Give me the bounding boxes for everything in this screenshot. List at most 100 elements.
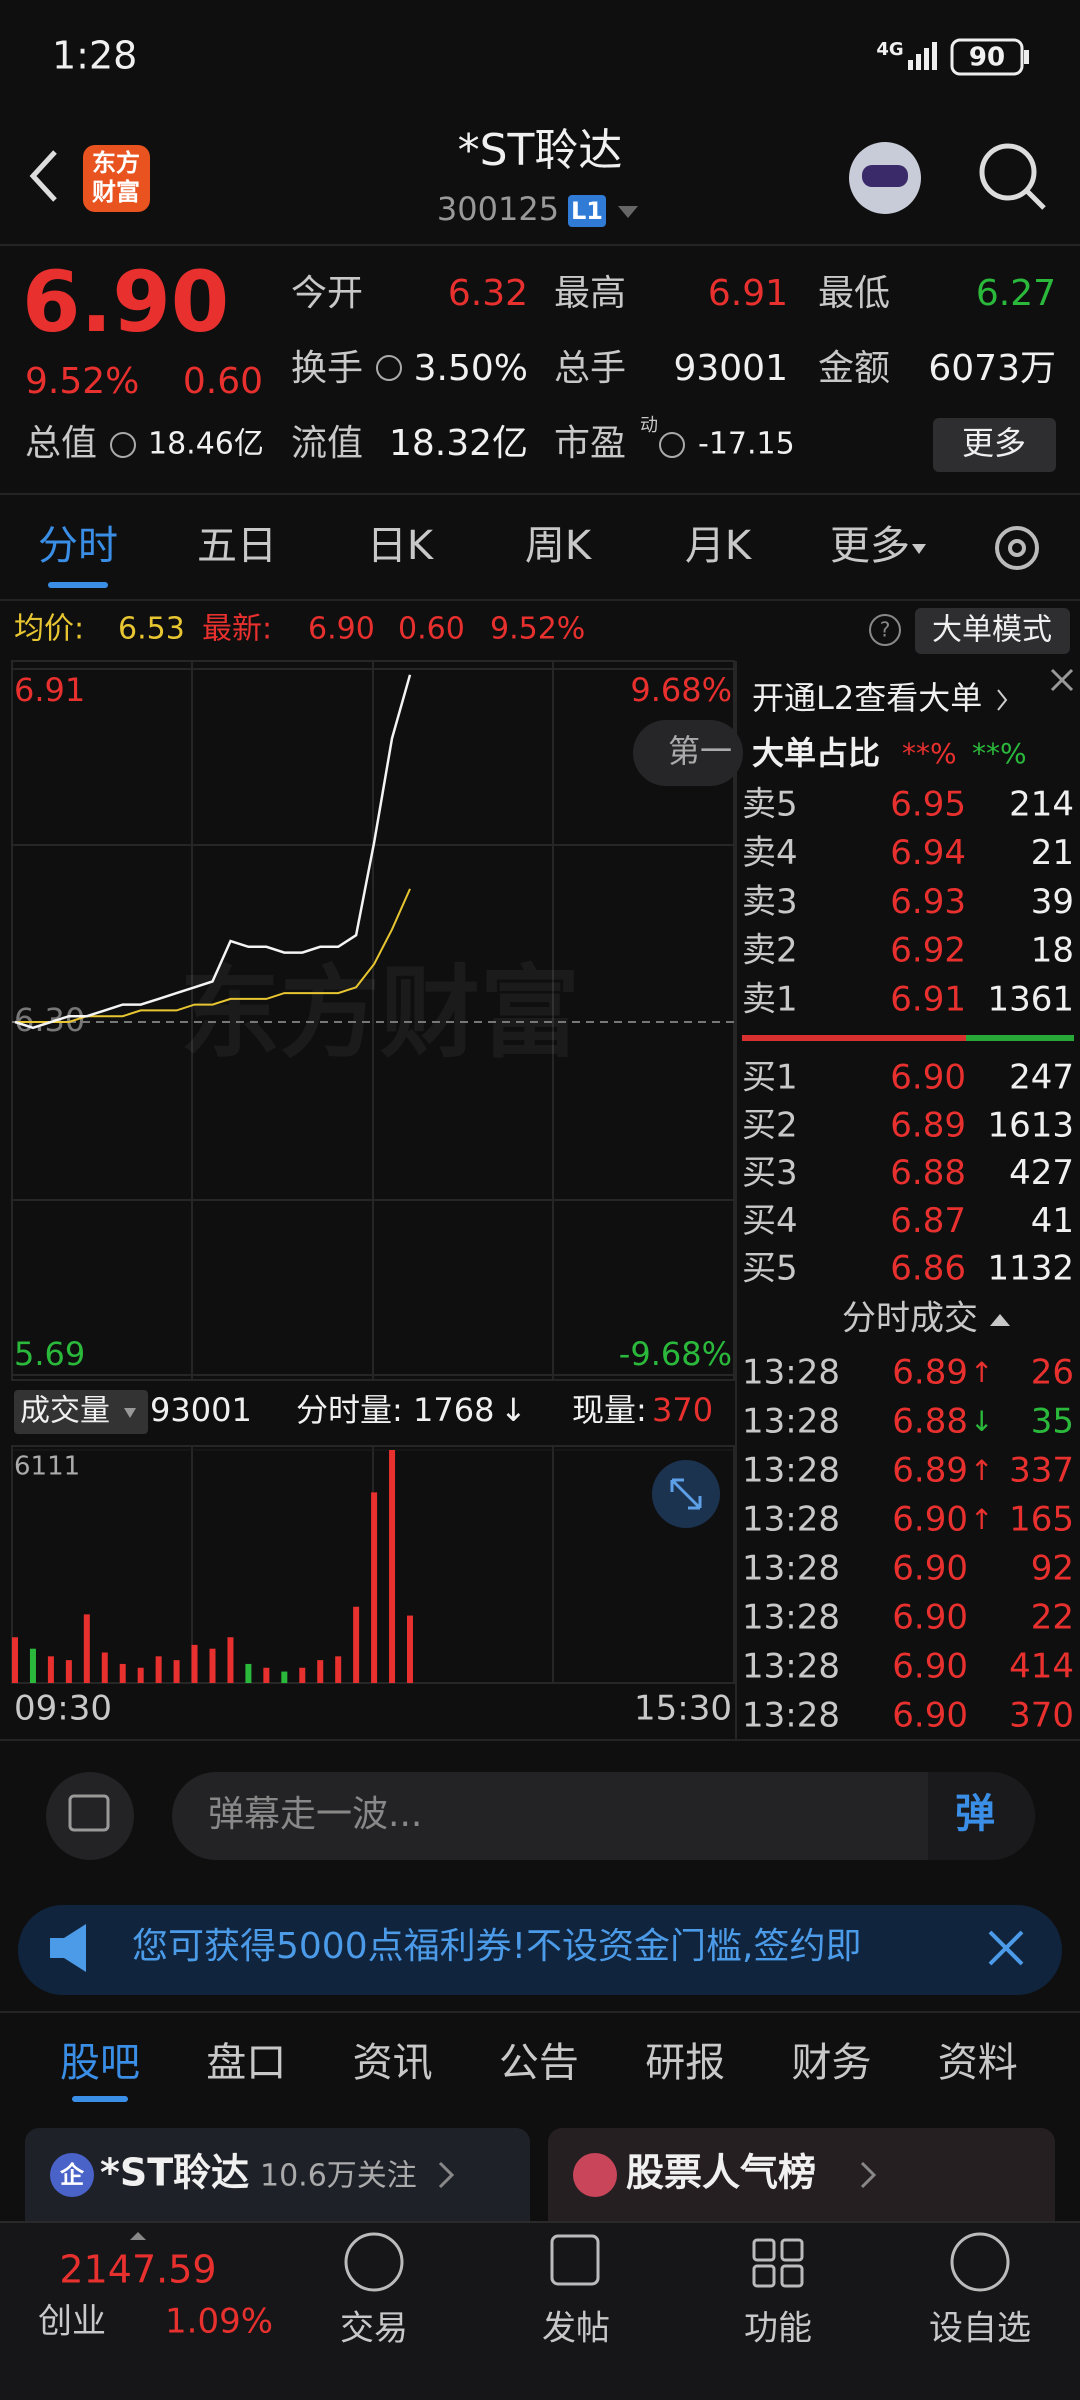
volume-bar [281, 1671, 288, 1683]
chevron [997, 689, 1008, 711]
card[interactable] [25, 2128, 530, 2238]
trade-time: 13:28 [742, 1500, 840, 1540]
banner[interactable] [18, 1905, 1062, 1995]
subtab[interactable]: 研报 [645, 2040, 725, 2086]
subtab[interactable]: 资讯 [353, 2040, 433, 2086]
status-time: 1:28 [52, 34, 137, 78]
volume-bar [83, 1614, 90, 1683]
bottom-nav [0, 2222, 1080, 2400]
book-label: 卖4 [742, 833, 798, 873]
trade-time: 13:28 [742, 1402, 840, 1442]
volume-bar [101, 1652, 108, 1683]
tab[interactable]: 日K [367, 523, 435, 569]
subtab[interactable]: 盘口 [206, 2040, 286, 2086]
more-button[interactable] [933, 418, 1056, 472]
popup[interactable] [633, 720, 743, 786]
volume-bar [191, 1644, 198, 1683]
comment-icon[interactable] [46, 1772, 134, 1860]
trade-price: 6.90 [892, 1696, 968, 1736]
battery-level: 90 [969, 43, 1005, 73]
volume-bar [371, 1492, 378, 1683]
ask-bar [742, 1035, 966, 1041]
back-button[interactable] [29, 150, 57, 202]
trade-price: 6.88 [892, 1402, 968, 1442]
danmaku-button[interactable]: 弹 [955, 1791, 995, 1837]
big-order-button[interactable] [915, 608, 1070, 654]
card[interactable] [548, 2128, 1055, 2238]
danmaku-input[interactable] [172, 1772, 1035, 1860]
card-sub: 10.6万关注 [260, 2159, 417, 2194]
subtab[interactable]: 公告 [499, 2040, 579, 2086]
more-button[interactable]: 更多 [962, 424, 1026, 462]
trade-icon[interactable] [344, 2232, 404, 2292]
quote-label: 最低 [818, 273, 890, 314]
danmaku-placeholder[interactable]: 弹幕走一波... [208, 1794, 422, 1835]
help-mark: ? [880, 618, 891, 642]
minute-arrow: ↓ [500, 1391, 527, 1429]
mode-button[interactable]: 大单模式 [932, 613, 1052, 648]
watchlist-icon[interactable] [950, 2232, 1010, 2292]
tab[interactable]: 周K [525, 523, 593, 569]
quote-label: 最高 [554, 273, 626, 314]
caret [990, 1314, 1010, 1326]
book-price: 6.90 [890, 1058, 966, 1098]
tab[interactable]: 更多 [830, 523, 910, 569]
minute-label: 分时量: [296, 1391, 403, 1429]
search-handle [1025, 189, 1046, 210]
book-volume: 41 [1031, 1201, 1074, 1241]
megaphone [50, 1924, 86, 1972]
function-icon[interactable] [752, 2238, 804, 2288]
info-icon[interactable] [110, 432, 136, 458]
minute: 1768 [413, 1391, 494, 1429]
tab[interactable]: 分时 [38, 523, 118, 569]
volume-total: 93001 [150, 1391, 252, 1429]
banner-text[interactable]: 您可获得5000点福利券!不设资金门槛,签约即 [132, 1926, 862, 1967]
quote-label: 流值 [291, 423, 363, 464]
tab[interactable]: 月K [685, 523, 753, 569]
ratio: **% [902, 737, 957, 770]
search-icon[interactable] [979, 143, 1037, 201]
nav-item[interactable]: 设自选 [929, 2309, 1031, 2349]
help-icon[interactable] [869, 614, 901, 646]
settings-icon[interactable] [995, 526, 1039, 570]
tab[interactable]: 五日 [197, 523, 277, 569]
subtab[interactable]: 资料 [938, 2040, 1018, 2086]
book-price: 6.95 [890, 785, 966, 825]
nav-item[interactable]: 功能 [744, 2309, 812, 2349]
nav-item[interactable]: 发帖 [542, 2309, 610, 2349]
post-icon[interactable] [550, 2234, 600, 2286]
volume-bar [227, 1637, 234, 1683]
change: 0.60 [183, 361, 263, 402]
info-icon[interactable] [376, 355, 402, 381]
banner-close[interactable] [988, 1930, 1024, 1966]
dropdown[interactable] [618, 206, 638, 218]
volume-bar [299, 1667, 306, 1683]
info-icon[interactable] [659, 432, 685, 458]
volume-bar [245, 1663, 252, 1683]
subtab[interactable]: 股吧 [60, 2040, 140, 2086]
subtab[interactable]: 财务 [792, 2040, 872, 2086]
pct: 9.52% [490, 612, 585, 647]
danmaku-button[interactable] [928, 1772, 1035, 1860]
nav-item[interactable]: 交易 [340, 2309, 408, 2349]
l2-link[interactable]: 开通L2查看大单 [752, 679, 982, 717]
close-icon[interactable] [1050, 668, 1074, 692]
battery-tip [1024, 50, 1029, 64]
popup-text[interactable]: 第一 [668, 732, 732, 770]
book-label: 卖5 [742, 785, 798, 825]
volume-bar [317, 1660, 324, 1683]
volume-label: 成交量 [20, 1394, 110, 1429]
quote-label: 换手 [291, 348, 363, 389]
network: 4G [876, 39, 903, 60]
y-tick-label: 6.91 [14, 671, 85, 709]
book-volume: 1613 [987, 1105, 1074, 1145]
settings-core [1008, 539, 1026, 557]
volume-bar [65, 1660, 72, 1683]
book-volume: 427 [1009, 1153, 1074, 1193]
book-price: 6.93 [890, 882, 966, 922]
last: 6.90 [308, 612, 375, 647]
trade-volume: 165 [1009, 1500, 1074, 1540]
book-label: 卖3 [742, 882, 798, 922]
card-icon [50, 2153, 94, 2197]
volume-selector[interactable] [14, 1390, 148, 1434]
